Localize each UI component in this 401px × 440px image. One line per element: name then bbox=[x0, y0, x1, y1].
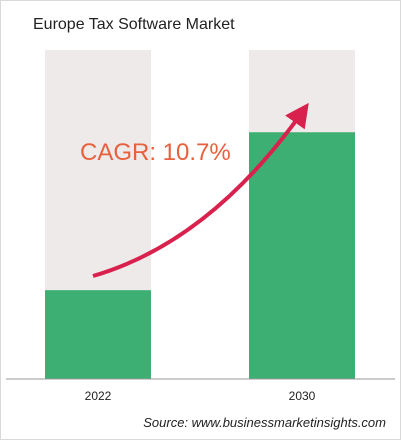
x-tick-label-2030: 2030 bbox=[289, 389, 316, 403]
chart-title: Europe Tax Software Market bbox=[33, 16, 235, 33]
source-note: Source: www.businessmarketinsights.com bbox=[143, 415, 386, 430]
bar-2022 bbox=[45, 290, 151, 379]
bar-group bbox=[45, 50, 355, 379]
bar-2030 bbox=[249, 132, 355, 379]
x-tick-label-2022: 2022 bbox=[85, 389, 112, 403]
cagr-annotation: CAGR: 10.7% bbox=[80, 139, 231, 166]
x-tick-labels: 2022 2030 bbox=[85, 389, 316, 403]
growth-arrow bbox=[92, 102, 309, 278]
